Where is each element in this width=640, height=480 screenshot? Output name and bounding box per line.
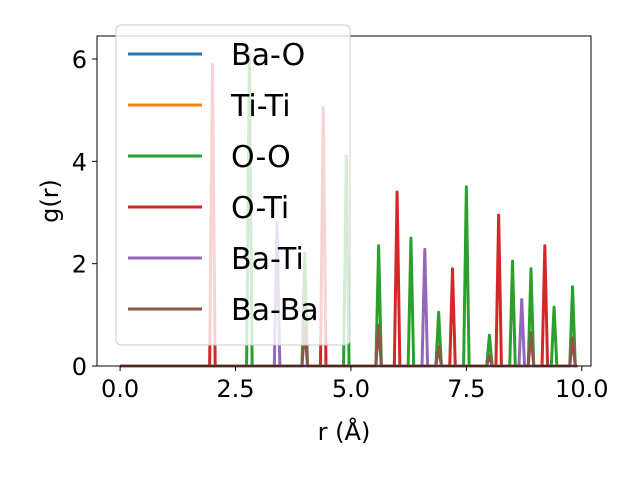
x-tick-label: 7.5 bbox=[447, 375, 485, 403]
legend-entry: Ti-Ti bbox=[230, 89, 291, 124]
y-axis-label: g(r) bbox=[36, 179, 64, 223]
x-tick-label: 2.5 bbox=[216, 375, 254, 403]
y-tick-label: 4 bbox=[72, 148, 87, 176]
y-tick-label: 2 bbox=[72, 251, 87, 279]
x-tick-label: 10.0 bbox=[555, 375, 608, 403]
y-tick-label: 6 bbox=[72, 46, 87, 74]
legend-entry: Ba-Ba bbox=[231, 293, 319, 328]
legend-entry: O-O bbox=[231, 140, 291, 175]
legend: Ba-O Ti-Ti O-O O-Ti Ba-Ti Ba-Ba bbox=[115, 24, 351, 346]
x-tick-label: 0.0 bbox=[101, 375, 139, 403]
legend-entry: Ba-O bbox=[231, 38, 305, 73]
y-axis-ticks: 0 2 4 6 bbox=[72, 46, 97, 381]
x-tick-label: 5.0 bbox=[332, 375, 370, 403]
legend-entry: O-Ti bbox=[231, 191, 289, 226]
x-axis-label: r (Å) bbox=[318, 417, 371, 446]
y-tick-label: 0 bbox=[72, 353, 87, 381]
x-axis-ticks: 0.0 2.5 5.0 7.5 10.0 bbox=[101, 366, 608, 403]
legend-entry: Ba-Ti bbox=[231, 242, 304, 277]
